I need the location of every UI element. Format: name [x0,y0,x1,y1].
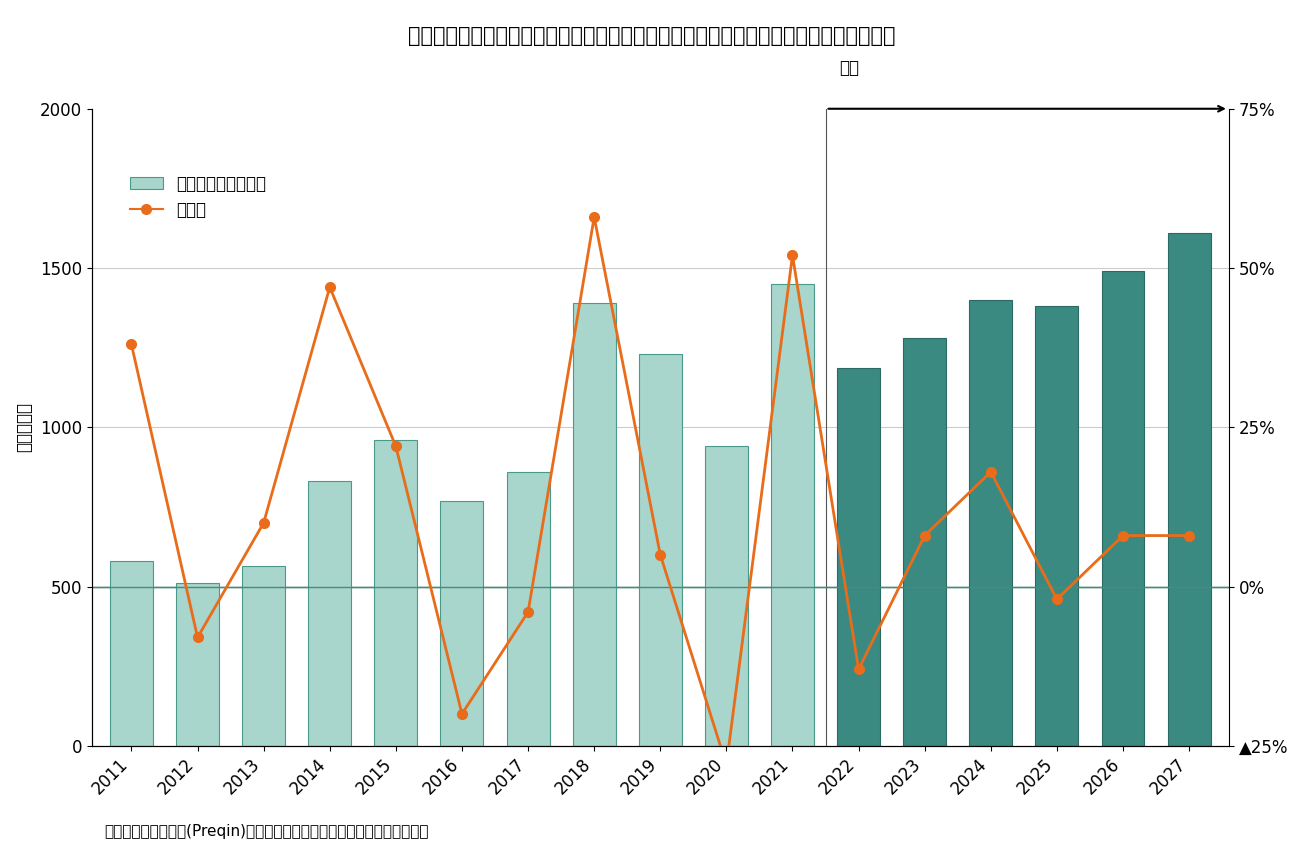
Bar [440,501,483,746]
Bar [771,284,814,746]
Bar [573,303,615,746]
Bar [1101,271,1144,746]
Bar [242,566,285,746]
Bar [969,300,1012,746]
Bar [903,338,946,746]
Bar [837,368,880,746]
Bar [309,481,352,746]
Bar [176,583,219,746]
Text: 図表１　機関投資家の新たに組成されたファンドへの投資額　（アジア太平洋地域内）: 図表１ 機関投資家の新たに組成されたファンドへの投資額 （アジア太平洋地域内） [408,26,895,45]
Y-axis label: （億ドル）: （億ドル） [16,402,33,452]
Legend: ファンドへの投賄額, 前年比: ファンドへの投賄額, 前年比 [122,168,272,226]
Bar [374,440,417,746]
Bar [1036,306,1079,746]
Bar [1167,233,1210,746]
Text: 予測: 予測 [839,59,859,77]
Bar [638,354,681,746]
Text: （資料）　プレキン(Preqin)のデータをもとにニッセイ基礎研究所が作成: （資料） プレキン(Preqin)のデータをもとにニッセイ基礎研究所が作成 [104,823,429,839]
Bar [507,472,550,746]
Bar [705,446,748,746]
Bar [109,561,152,746]
